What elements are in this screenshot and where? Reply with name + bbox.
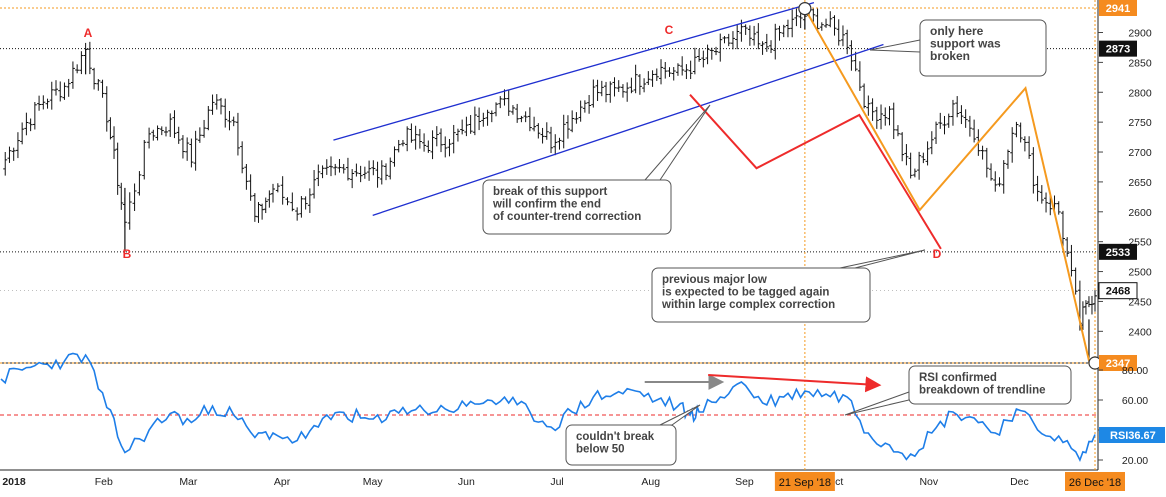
price-tick-label: 2450	[1128, 296, 1152, 308]
x-highlight-label: 26 Dec '18	[1069, 477, 1121, 489]
price-label-box	[1099, 40, 1137, 57]
price-tick-label: 2850	[1128, 57, 1152, 69]
x-axis-label-Aug: Aug	[641, 476, 660, 488]
callout-previous-low-line: within large complex correction	[661, 299, 835, 311]
channel-upper-line	[333, 1, 815, 141]
x-axis-label-Jun: Jun	[458, 476, 475, 488]
rsi-badge-label: RSI	[1110, 430, 1128, 442]
callout-couldnt-break-box	[565, 424, 677, 466]
point-label-B: B	[123, 247, 132, 261]
price-tick-label: 2650	[1128, 177, 1152, 189]
price-label-box	[1099, 0, 1137, 16]
callout-previous-low-box	[651, 267, 871, 323]
x-axis-label-2018: 2018	[2, 476, 26, 488]
x-axis-label-Mar: Mar	[179, 476, 198, 488]
callout-previous-low-line: is expected to be tagged again	[662, 287, 829, 299]
x-highlight-box	[1065, 472, 1125, 491]
channel-lower-line	[372, 43, 884, 216]
price-tick-label: 2400	[1128, 326, 1152, 338]
callout-rsi-confirmed-line: RSI confirmed	[919, 372, 997, 384]
callout-break-support-box	[482, 179, 672, 235]
x-highlight-label: 21 Sep '18	[779, 477, 831, 489]
price-label-box	[1099, 243, 1137, 260]
point-label-D: D	[933, 247, 942, 261]
rsi-tick-label: 80.00	[1122, 365, 1148, 377]
x-highlight-box	[774, 472, 835, 491]
rsi-arrow-red	[708, 374, 882, 393]
marker-circle	[798, 1, 812, 16]
price-label-2347: 2347	[1106, 358, 1130, 370]
callout-break-support-line: break of this support	[493, 186, 608, 198]
price-label-box	[1099, 355, 1137, 371]
callout-rsi-confirmed-box	[908, 365, 1072, 405]
callout-previous-low-pointer	[839, 249, 926, 269]
price-label-2941: 2941	[1106, 3, 1130, 15]
rsi-tick-label: 20.00	[1122, 455, 1148, 467]
price-tick-label: 2700	[1128, 147, 1152, 159]
price-label-2533: 2533	[1106, 247, 1130, 259]
callout-only-here-line: broken	[930, 49, 970, 63]
callout-couldnt-break-line: couldn't break	[576, 431, 655, 443]
x-axis-label-Dec: Dec	[1010, 476, 1029, 488]
callout-break-support-pointer	[643, 104, 711, 181]
callout-break-support-line: will confirm the end	[492, 199, 601, 211]
price-tick-label: 2500	[1128, 267, 1152, 279]
callout-break-support-line: of counter-trend correction	[493, 211, 641, 223]
callout-rsi-confirmed-line: breakdown of trendline	[919, 385, 1046, 397]
callout-previous-low-line: previous major low	[662, 274, 767, 286]
price-tick-label: 2600	[1128, 207, 1152, 219]
callout-only-here-line: support was	[930, 37, 1001, 51]
point-label-C: C	[665, 23, 674, 37]
x-axis-label-Feb: Feb	[95, 476, 113, 488]
red-path	[689, 94, 942, 250]
callout-only-here-box	[919, 19, 1047, 77]
x-axis-label-Apr: Apr	[274, 476, 291, 488]
callout-rsi-confirmed-pointer	[844, 391, 910, 416]
point-label-A: A	[84, 26, 93, 40]
x-axis-label-Sep: Sep	[735, 476, 754, 488]
price-label-box	[1098, 282, 1138, 300]
price-tick-label: 2750	[1128, 117, 1152, 129]
rsi-tick-label: 60.00	[1122, 395, 1148, 407]
price-label-2873: 2873	[1106, 44, 1130, 56]
price-label-2468: 2468	[1106, 286, 1130, 298]
price-tick-label: 2900	[1128, 28, 1152, 40]
rsi-line	[0, 352, 1096, 463]
callout-couldnt-break-line: below 50	[576, 444, 625, 456]
rsi-badge-box	[1099, 426, 1165, 443]
price-tick-label: 2800	[1128, 87, 1152, 99]
x-axis-label-May: May	[363, 476, 384, 488]
rsi-badge-value: 36.67	[1128, 430, 1156, 442]
orange-path	[804, 8, 1090, 361]
callout-only-here-line: only here	[930, 24, 984, 38]
x-axis-label-Jul: Jul	[550, 476, 563, 488]
x-axis-label-Nov: Nov	[919, 476, 938, 488]
